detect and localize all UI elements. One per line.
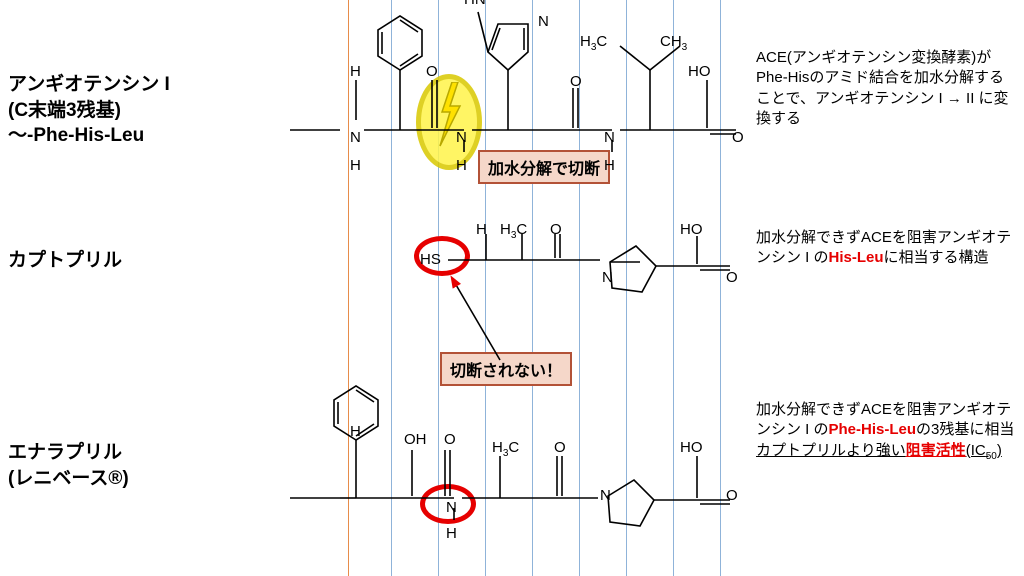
atom-label: H [456,158,467,173]
atom-label: OH [404,432,427,447]
atom-label: O [570,74,582,89]
atom-label: H [604,158,615,173]
atom-label: O [732,130,744,145]
atom-label: O [550,222,562,237]
atom-label: HO [688,64,711,79]
atom-label: H3C [500,222,527,241]
atom-label: H [350,158,361,173]
atom-label: HO [680,222,703,237]
atom-label: N [350,130,361,145]
atom-label: N [446,500,457,515]
atom-label: N [600,488,611,503]
atom-label: N [602,270,613,285]
row3-structure [0,0,1024,576]
atom-label: O [726,488,738,503]
atom-label: HO [680,440,703,455]
atom-label: O [426,64,438,79]
atom-label: H3C [580,34,607,53]
atom-label: CH3 [660,34,687,53]
atom-label: H [476,222,487,237]
atom-label: O [554,440,566,455]
atom-label: N [604,130,615,145]
atom-label: N [456,130,467,145]
atom-label: HN [464,0,486,7]
atom-label: H [350,424,361,439]
atom-label: H [446,526,457,541]
atom-label: N [538,14,549,29]
atom-label: H [350,64,361,79]
atom-label: H3C [492,440,519,459]
atom-label: O [726,270,738,285]
atom-label: HS [420,252,441,267]
atom-label: O [444,432,456,447]
